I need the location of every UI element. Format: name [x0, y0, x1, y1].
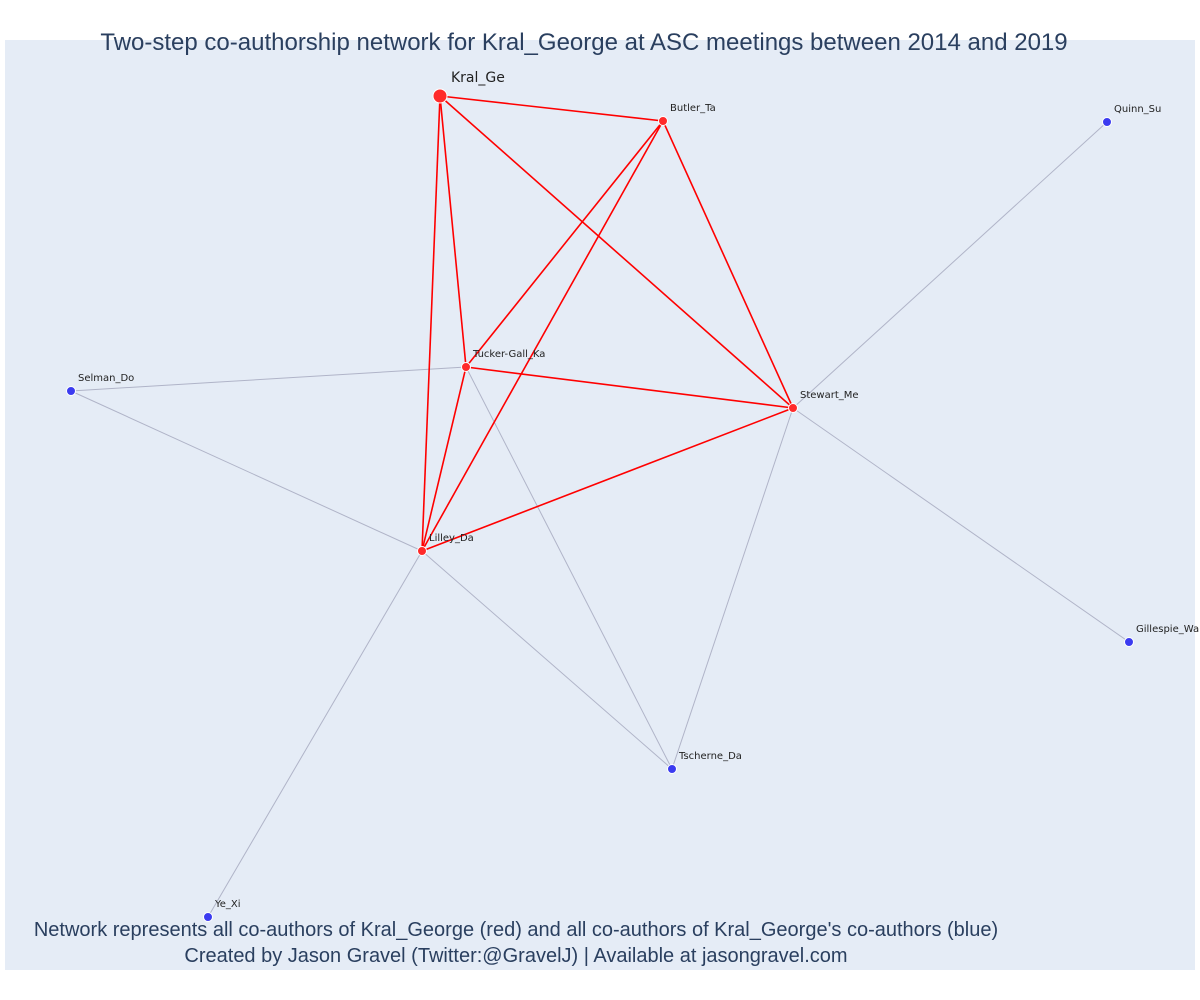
node-Gillespie_Wa[interactable]	[1124, 637, 1134, 647]
node-label-Lilley_Da: Lilley_Da	[429, 533, 474, 544]
edge-Stewart_Me-Quinn_Su	[792, 121, 1108, 409]
edge-Stewart_Me-Gillespie_Wa	[792, 407, 1130, 643]
edge-Kral_Ge-Butler_Ta	[439, 95, 664, 122]
node-Kral_Ge[interactable]	[432, 88, 448, 104]
node-label-Ye_Xi: Ye_Xi	[214, 899, 241, 910]
node-label-Stewart_Me: Stewart_Me	[800, 390, 859, 401]
edge-Tucker-Gall_Ka-Lilley_Da	[421, 366, 467, 552]
nodes-layer	[66, 88, 1134, 922]
node-Selman_Do[interactable]	[66, 386, 76, 396]
node-label-Quinn_Su: Quinn_Su	[1114, 104, 1161, 115]
edge-Butler_Ta-Tucker-Gall_Ka	[465, 120, 664, 368]
edge-Kral_Ge-Stewart_Me	[439, 95, 794, 409]
footer-note: Network represents all co-authors of Kra…	[33, 919, 999, 941]
edge-Tucker-Gall_Ka-Selman_Do	[70, 366, 467, 392]
edge-Kral_Ge-Tucker-Gall_Ka	[439, 95, 467, 368]
node-label-Butler_Ta: Butler_Ta	[670, 103, 716, 114]
edge-Butler_Ta-Stewart_Me	[662, 120, 794, 409]
edges-layer	[70, 95, 1130, 918]
node-Tscherne_Da[interactable]	[667, 764, 677, 774]
edge-Lilley_Da-Stewart_Me	[421, 407, 794, 552]
edge-Butler_Ta-Lilley_Da	[421, 120, 664, 552]
node-label-Kral_Ge: Kral_Ge	[451, 70, 505, 86]
edge-Kral_Ge-Lilley_Da	[421, 95, 441, 552]
edge-Lilley_Da-Ye_Xi	[207, 550, 423, 918]
chart-title: Two-step co-authorship network for Kral_…	[100, 29, 1068, 56]
edge-Tucker-Gall_Ka-Stewart_Me	[465, 366, 794, 409]
node-Tucker-Gall_Ka[interactable]	[461, 362, 471, 372]
edge-Lilley_Da-Selman_Do	[70, 390, 423, 552]
node-label-Tscherne_Da: Tscherne_Da	[678, 751, 742, 762]
node-label-Tucker-Gall_Ka: Tucker-Gall_Ka	[472, 349, 545, 360]
plot-area	[5, 40, 1195, 970]
node-label-Selman_Do: Selman_Do	[78, 373, 134, 384]
node-Stewart_Me[interactable]	[788, 403, 798, 413]
labels-layer: Kral_Ge Butler_Ta Tucker-Gall_Ka Stewart_Me…	[78, 70, 1199, 910]
node-Quinn_Su[interactable]	[1102, 117, 1112, 127]
node-Lilley_Da[interactable]	[417, 546, 427, 556]
node-label-Gillespie_Wa: Gillespie_Wa	[1136, 624, 1199, 635]
node-Ye_Xi[interactable]	[203, 912, 213, 922]
edge-Stewart_Me-Tscherne_Da	[671, 407, 794, 770]
edge-Lilley_Da-Tscherne_Da	[421, 550, 673, 770]
node-Butler_Ta[interactable]	[658, 116, 668, 126]
edge-Tucker-Gall_Ka-Tscherne_Da	[465, 366, 673, 770]
footer-credit: Created by Jason Gravel (Twitter:@Gravel…	[184, 945, 848, 967]
